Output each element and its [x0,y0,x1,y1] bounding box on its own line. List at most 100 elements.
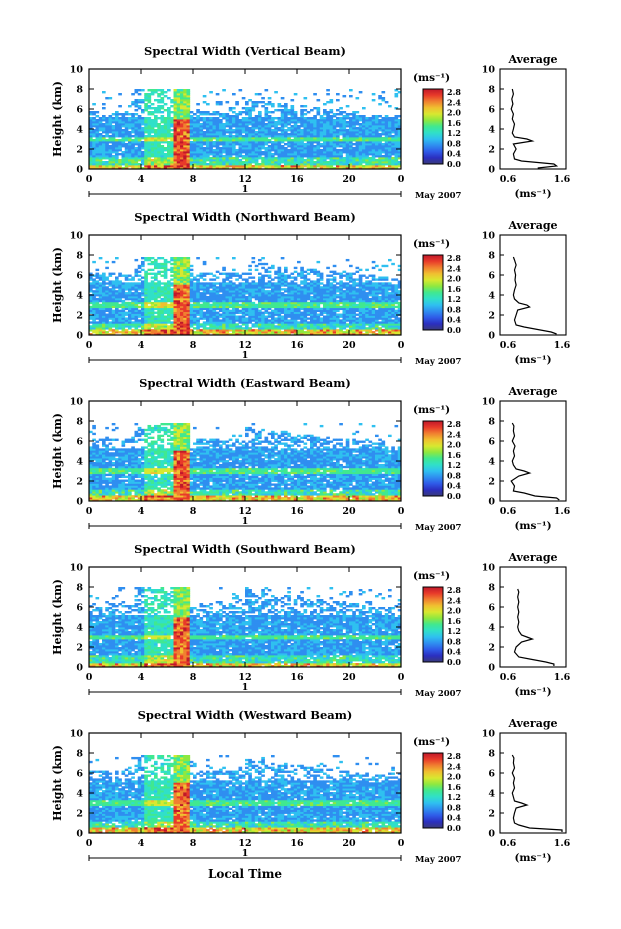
heat-cell [316,327,321,330]
heat-cell [186,113,191,116]
heat-cell [371,117,376,120]
heat-cell [98,159,103,162]
heat-cell [180,268,184,272]
heat-cell [141,321,145,324]
heat-cell [150,268,155,272]
heat-cell [329,125,334,128]
heat-cell [176,323,181,326]
heat-cell [89,155,93,158]
heat-cell [336,133,340,136]
heat-cell [394,137,399,140]
heat-cell [284,266,288,270]
heat-cell [98,282,103,285]
heat-cell [137,282,142,285]
heat-cell [303,305,308,309]
heat-cell [222,272,226,275]
heat-cell [209,153,213,156]
heat-cell [264,129,269,132]
heat-cell [121,123,126,126]
heat-cell [284,317,288,320]
heat-cell [258,149,262,152]
heat-cell [258,323,262,326]
heat-cell [284,105,288,108]
heat-cell [365,131,369,134]
heat-cell [297,133,301,136]
heat-cell [306,141,311,144]
heat-cell [196,305,200,309]
heat-cell [105,286,109,289]
heat-cell [105,167,109,170]
heat-cell [293,319,298,322]
heat-cell [167,321,171,324]
heat-cell [323,149,327,152]
heat-cell [102,119,106,122]
heat-cell [189,321,194,324]
heat-cell [290,284,295,287]
heat-cell [124,297,129,301]
heat-cell [290,272,295,275]
heat-cell [326,133,330,136]
heat-cell [154,159,158,162]
heat-cell [235,103,239,106]
heat-cell [394,149,399,152]
heat-cell [128,311,132,314]
heat-cell [95,323,100,326]
heat-cell [212,129,217,132]
heat-cell [108,147,113,150]
heat-cell [150,159,155,162]
heat-cell [388,105,392,108]
heat-cell [258,143,262,146]
heat-cell [180,258,184,262]
heat-cell [245,131,249,134]
heat-cell [111,167,116,170]
heat-cell [183,109,187,112]
heat-cell [362,155,366,158]
heat-cell [306,137,311,140]
heat-cell [326,137,330,140]
heat-cell [196,121,200,124]
heat-cell [105,157,109,160]
heat-cell [147,95,152,98]
heat-cell [167,135,171,138]
heat-cell [271,121,275,124]
heat-cell [92,303,96,307]
heat-cell [170,141,174,144]
heat-cell [225,284,230,287]
heat-cell [199,165,204,168]
heat-cell [219,297,223,301]
heat-cell [134,309,139,312]
heat-cell [115,149,119,152]
heat-cell [150,91,155,94]
heat-cell [118,294,122,297]
heat-cell [277,327,282,330]
heat-cell [196,292,200,295]
heat-cell [342,141,347,144]
heat-cell [238,119,243,122]
heat-cell [160,319,165,322]
heat-cell [345,131,350,134]
heat-cell [144,278,148,281]
heat-cell [345,161,350,164]
heat-cell [238,153,243,156]
heat-cell [235,119,239,122]
heat-cell [196,153,200,156]
heat-cell [215,301,220,305]
heat-cell [173,91,178,94]
heat-cell [274,161,278,164]
heat-cell [115,155,119,158]
heat-cell [323,129,327,132]
heat-cell [332,159,337,162]
heat-cell [297,286,301,289]
heat-cell [131,286,135,289]
heat-cell [115,321,119,324]
heat-cell [238,143,243,146]
heat-cell [293,137,298,140]
heat-cell [284,309,288,312]
heat-cell [264,149,269,152]
heat-cell [144,317,148,320]
heat-cell [154,294,158,297]
heat-cell [160,301,165,305]
heat-cell [297,127,301,130]
heat-cell [180,167,184,170]
heat-cell [134,258,139,262]
